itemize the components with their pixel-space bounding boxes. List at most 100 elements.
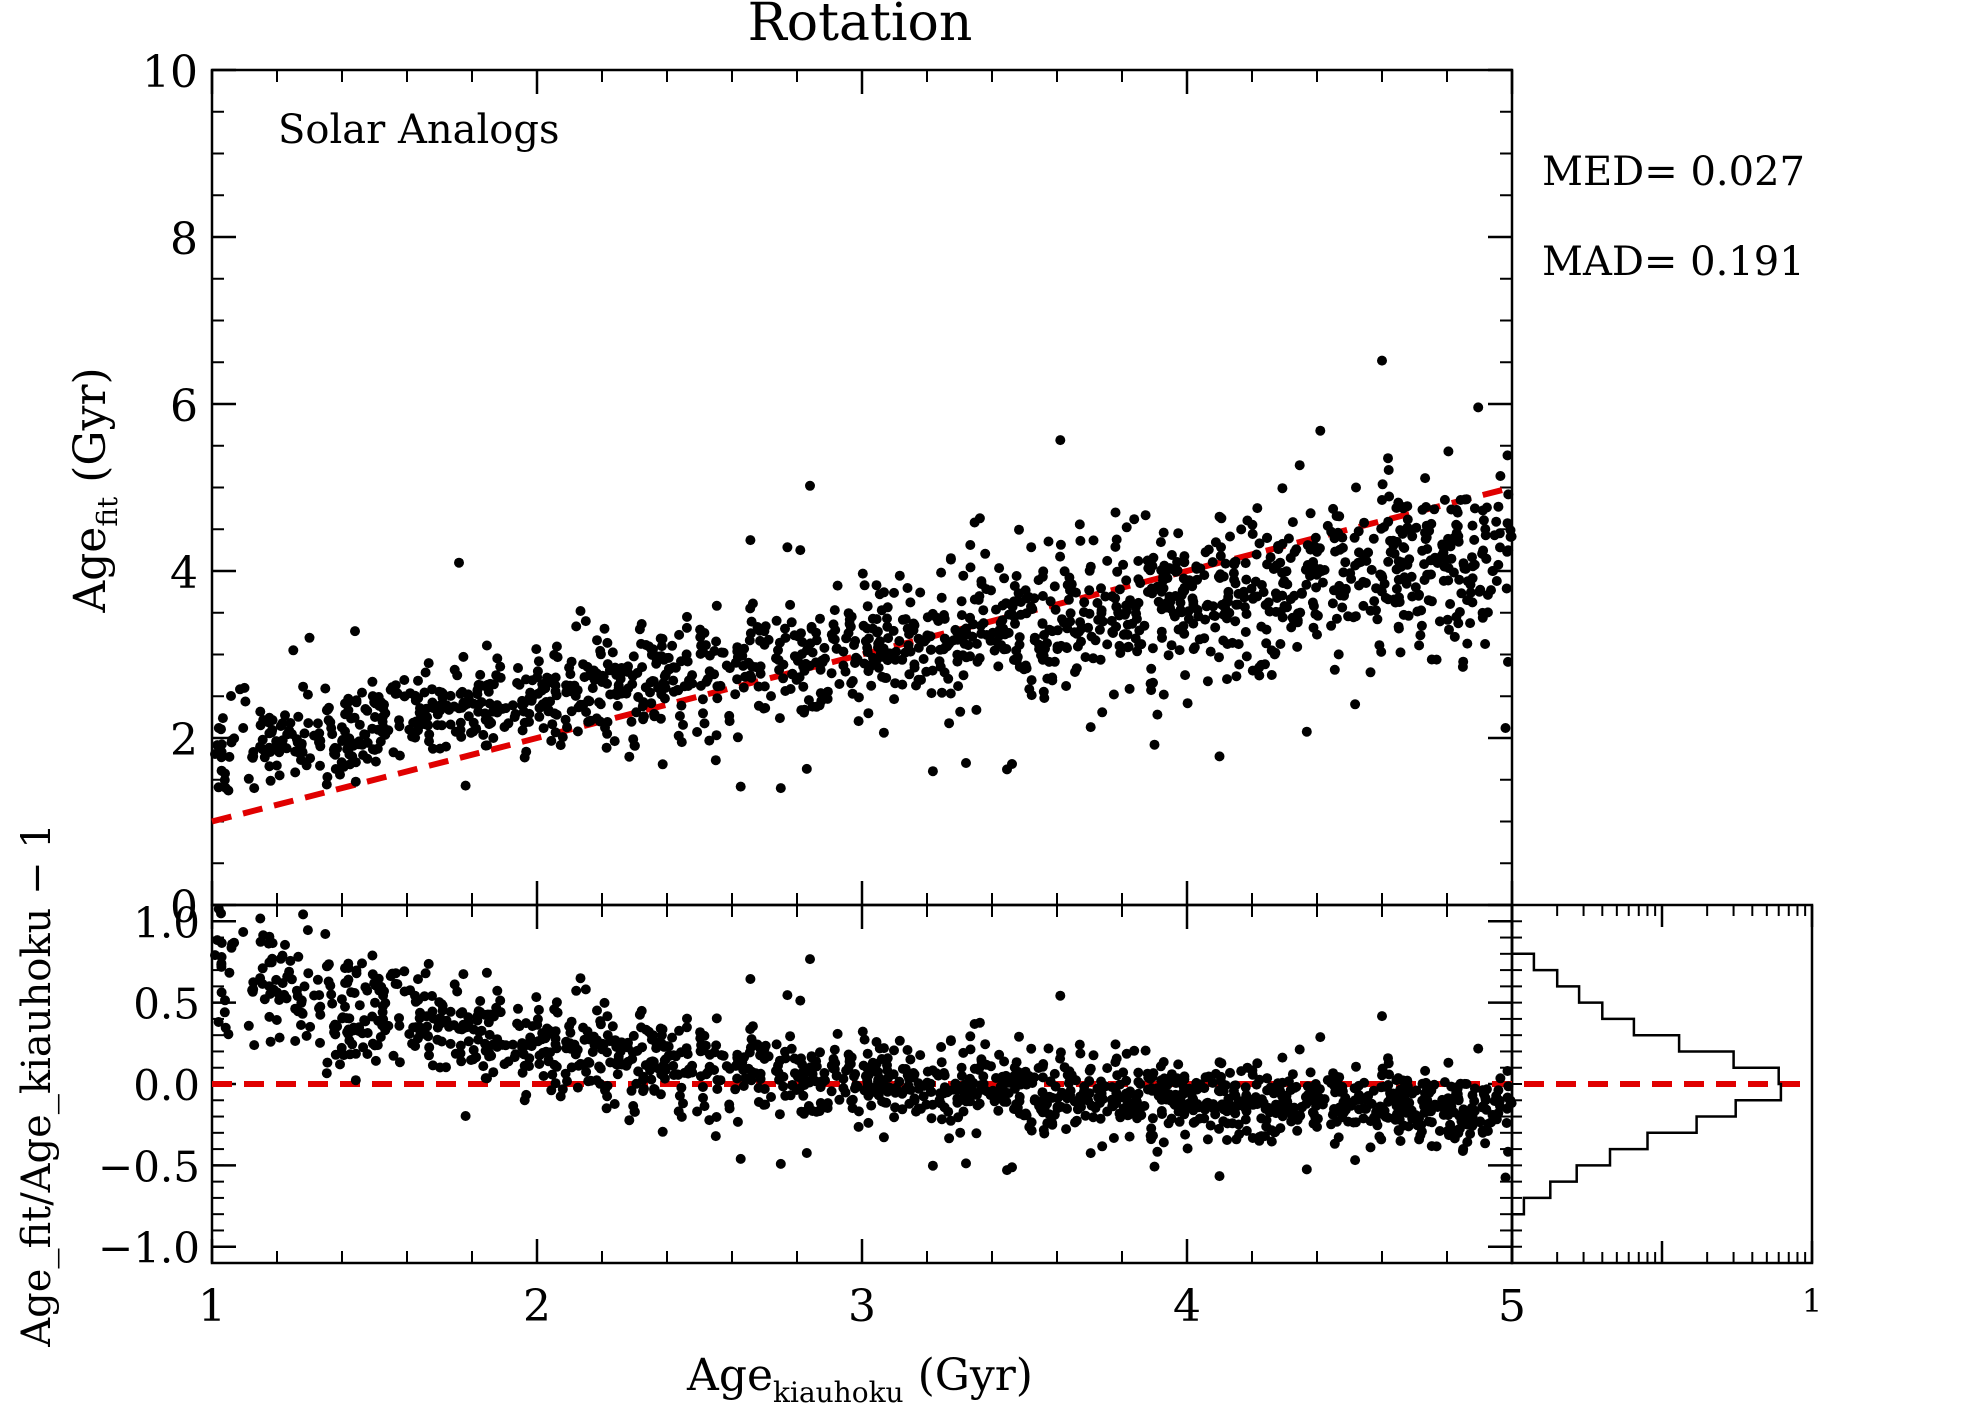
residual-point <box>1203 1071 1214 1082</box>
data-point <box>1315 425 1326 436</box>
data-point <box>1049 581 1060 592</box>
residual-point <box>335 1059 345 1070</box>
data-point <box>583 716 594 727</box>
residual-point <box>1134 1110 1145 1120</box>
data-point <box>413 675 423 686</box>
data-point <box>1372 614 1383 625</box>
data-point <box>455 717 466 728</box>
data-point <box>1218 635 1229 646</box>
data-point <box>1094 624 1105 635</box>
residual-point <box>1376 1134 1387 1145</box>
data-point <box>775 783 786 794</box>
data-point <box>399 691 410 702</box>
data-point <box>1014 524 1024 535</box>
residual-point <box>1326 1119 1337 1130</box>
residual-point <box>340 1001 350 1012</box>
data-point <box>681 622 692 633</box>
data-point <box>744 635 755 646</box>
data-point <box>1223 586 1234 597</box>
data-point <box>1102 639 1113 650</box>
data-point <box>805 638 816 649</box>
residual-point <box>292 991 303 1002</box>
residual-point <box>1038 1059 1049 1069</box>
residual-point <box>547 1069 558 1080</box>
residual-point <box>1390 1114 1401 1125</box>
residual-point <box>629 1106 640 1117</box>
data-point <box>1220 558 1231 569</box>
data-point <box>1444 624 1454 635</box>
residual-point <box>274 1032 285 1043</box>
residual-point <box>1188 1117 1199 1128</box>
data-point <box>682 611 692 622</box>
residual-point <box>220 1022 231 1033</box>
data-point <box>890 678 901 689</box>
residual-point <box>216 987 227 998</box>
residual-point <box>336 994 347 1005</box>
residual-point <box>390 968 401 979</box>
data-point <box>771 615 782 626</box>
residual-point <box>1377 1011 1387 1022</box>
residual-point <box>826 1086 837 1097</box>
residual-point <box>889 1112 900 1123</box>
residual-point <box>1295 1110 1306 1121</box>
data-point <box>547 719 558 730</box>
data-point <box>226 691 236 701</box>
residual-point <box>931 1068 942 1079</box>
residual-point <box>327 998 338 1009</box>
data-point <box>367 676 378 687</box>
residual-point <box>219 1007 230 1018</box>
data-point <box>1152 709 1163 720</box>
data-point <box>336 722 347 733</box>
data-point <box>533 688 544 699</box>
top-y-label-main: Age <box>65 527 116 614</box>
residual-point <box>746 1075 757 1086</box>
top-y-tick-label: 10 <box>142 47 198 98</box>
residual-point <box>1355 1094 1366 1105</box>
data-point <box>1064 572 1075 583</box>
data-point <box>476 697 487 708</box>
residual-point <box>549 1059 560 1070</box>
data-point <box>1148 552 1159 563</box>
data-point <box>785 599 796 610</box>
data-point <box>755 668 766 679</box>
residual-point <box>944 1133 955 1144</box>
data-point <box>1467 597 1478 608</box>
data-point <box>1157 632 1167 643</box>
data-point <box>951 626 962 637</box>
residual-point <box>753 1083 764 1093</box>
data-point <box>859 580 870 591</box>
residual-point <box>956 1070 967 1081</box>
data-point <box>1292 641 1303 652</box>
data-point <box>976 576 987 587</box>
data-point <box>1426 596 1437 607</box>
data-point <box>584 696 595 707</box>
residual-point <box>755 1068 766 1079</box>
residual-point <box>968 1077 979 1088</box>
data-point <box>239 682 250 693</box>
residual-point <box>1421 1077 1431 1088</box>
data-point <box>659 679 670 690</box>
residual-point <box>1277 1052 1288 1063</box>
residual-point <box>1214 1171 1225 1182</box>
residual-point <box>922 1066 933 1077</box>
data-point <box>1178 573 1189 584</box>
data-point <box>1462 576 1473 587</box>
data-point <box>902 583 913 593</box>
data-point <box>480 714 491 725</box>
residual-point <box>801 1148 812 1158</box>
residual-point <box>444 1021 454 1032</box>
data-point <box>1246 583 1257 594</box>
data-point <box>466 727 476 738</box>
data-point <box>766 691 776 702</box>
data-point <box>298 681 309 692</box>
data-point <box>1222 674 1232 685</box>
residual-point <box>789 1068 800 1079</box>
data-point <box>357 687 367 698</box>
data-point <box>454 557 464 568</box>
residual-point <box>1214 1086 1225 1097</box>
data-point <box>302 689 313 700</box>
data-point <box>857 568 868 579</box>
residual-point <box>410 1041 421 1051</box>
residual-point <box>213 1017 224 1027</box>
